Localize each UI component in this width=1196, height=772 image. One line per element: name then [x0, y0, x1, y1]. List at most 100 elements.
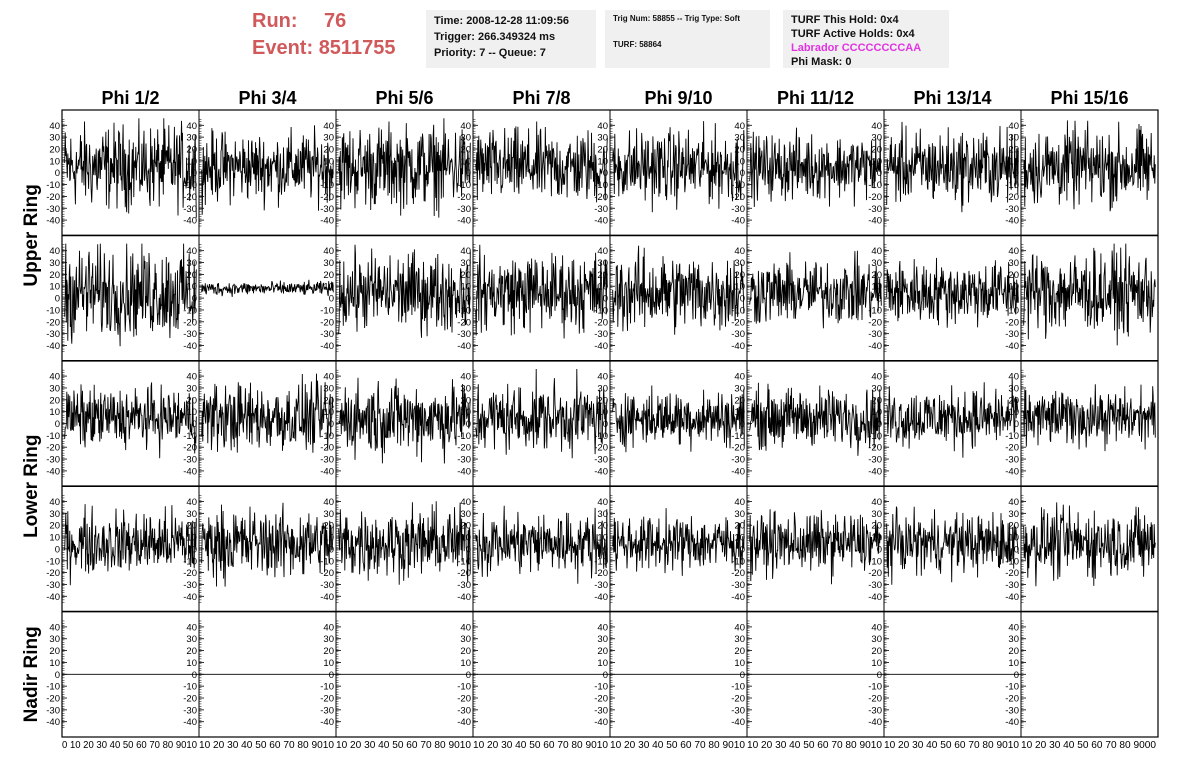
y-tick-label: -30: [731, 455, 745, 466]
y-tick-label: 30: [1008, 133, 1019, 144]
waveform-trace: [338, 377, 471, 464]
waveform-trace: [1023, 384, 1156, 452]
y-tick-label: 40: [323, 372, 334, 383]
y-tick-label: 40: [734, 246, 745, 257]
y-tick-label: -10: [1005, 180, 1019, 191]
y-tick-label: 0: [55, 168, 60, 179]
waveform-trace: [64, 382, 197, 459]
trigger-info-box: Trig Num: 58855 -- Trig Type: Soft TURF:…: [605, 10, 770, 68]
y-tick-label: 10: [597, 658, 608, 669]
y-tick-label: 30: [734, 634, 745, 645]
y-tick-label: 40: [1008, 622, 1019, 633]
y-tick-label: -40: [183, 592, 197, 603]
y-tick-label: -20: [594, 443, 608, 454]
labrador-line: Labrador CCCCCCCCAA: [791, 42, 922, 54]
y-tick-label: -30: [868, 705, 882, 716]
y-tick-label: -40: [46, 592, 60, 603]
column-header: Phi 7/8: [512, 88, 570, 108]
waveform-trace: [749, 509, 882, 585]
y-tick-label: 40: [871, 246, 882, 257]
y-tick-label: 10: [734, 282, 745, 293]
y-tick-label: 30: [871, 509, 882, 520]
y-tick-label: -40: [594, 466, 608, 477]
y-tick-label: 20: [871, 521, 882, 532]
y-tick-label: -20: [1005, 317, 1019, 328]
y-tick-label: 10: [49, 156, 60, 167]
waveform-trace: [1023, 502, 1156, 587]
y-tick-label: 30: [186, 634, 197, 645]
waveform-trace: [749, 250, 882, 329]
y-tick-label: -40: [46, 466, 60, 477]
y-tick-label: -30: [1005, 204, 1019, 215]
y-tick-label: 40: [597, 497, 608, 508]
y-tick-label: 20: [186, 144, 197, 155]
y-tick-label: 20: [186, 395, 197, 406]
y-tick-label: 30: [734, 509, 745, 520]
y-tick-label: -30: [594, 455, 608, 466]
waveform-trace: [201, 125, 334, 215]
column-header: Phi 1/2: [101, 88, 159, 108]
x-tick-label: 10 20 30 40 50 60 70 80 9000: [1021, 739, 1156, 751]
y-tick-label: 10: [186, 282, 197, 293]
y-tick-label: 0: [877, 294, 882, 305]
x-tick-label: 10 20 30 40 50 60 70 80 9010: [336, 739, 471, 751]
y-tick-label: -30: [457, 204, 471, 215]
row-label: Upper Ring: [21, 184, 42, 286]
y-tick-label: -30: [46, 705, 60, 716]
y-tick-label: 30: [460, 133, 471, 144]
y-tick-label: -20: [1005, 694, 1019, 705]
y-tick-label: -20: [594, 694, 608, 705]
y-tick-label: -40: [183, 717, 197, 728]
y-tick-label: 30: [871, 634, 882, 645]
y-tick-label: 10: [186, 658, 197, 669]
event-value: 8511755: [318, 37, 396, 59]
y-tick-label: 10: [49, 282, 60, 293]
y-tick-label: -40: [457, 592, 471, 603]
waveform-trace: [749, 382, 882, 456]
y-tick-label: -20: [731, 317, 745, 328]
waveform-trace: [201, 279, 334, 297]
y-tick-label: -20: [1005, 568, 1019, 579]
y-tick-label: -30: [868, 455, 882, 466]
y-tick-label: -40: [594, 216, 608, 227]
y-tick-label: -20: [457, 443, 471, 454]
row-label: Nadir Ring: [21, 626, 42, 722]
y-tick-label: -30: [183, 204, 197, 215]
y-tick-label: -20: [731, 568, 745, 579]
y-tick-label: 0: [877, 670, 882, 681]
y-tick-label: -40: [46, 717, 60, 728]
y-tick-label: 20: [323, 521, 334, 532]
y-tick-label: -40: [1005, 216, 1019, 227]
y-tick-label: -20: [183, 568, 197, 579]
y-tick-label: 40: [186, 246, 197, 257]
y-tick-label: -20: [457, 694, 471, 705]
y-tick-label: 10: [460, 407, 471, 418]
y-tick-label: 0: [192, 670, 197, 681]
y-tick-label: 0: [1014, 419, 1019, 430]
y-tick-label: 30: [323, 509, 334, 520]
y-tick-label: 30: [597, 509, 608, 520]
y-tick-label: 0: [55, 294, 60, 305]
y-tick-label: 10: [49, 533, 60, 544]
y-tick-label: -20: [46, 568, 60, 579]
y-tick-label: -10: [46, 431, 60, 442]
x-tick-label: 0 10 20 30 40 50 60 70 80 9010: [62, 739, 197, 751]
y-tick-label: -40: [457, 216, 471, 227]
y-tick-label: -40: [731, 717, 745, 728]
waveform-trace: [338, 244, 471, 338]
y-tick-label: 10: [186, 407, 197, 418]
y-tick-label: 40: [597, 121, 608, 132]
y-tick-label: 0: [1014, 544, 1019, 555]
y-tick-label: -20: [457, 317, 471, 328]
y-tick-label: 10: [49, 407, 60, 418]
y-tick-label: 10: [323, 658, 334, 669]
y-tick-label: 20: [49, 395, 60, 406]
y-tick-label: 30: [49, 383, 60, 394]
x-tick-label: 10 20 30 40 50 60 70 80 9010: [473, 739, 608, 751]
y-tick-label: 0: [1014, 670, 1019, 681]
y-tick-label: -20: [868, 568, 882, 579]
y-tick-label: 40: [460, 622, 471, 633]
y-tick-label: 40: [323, 497, 334, 508]
y-tick-label: -10: [320, 305, 334, 316]
